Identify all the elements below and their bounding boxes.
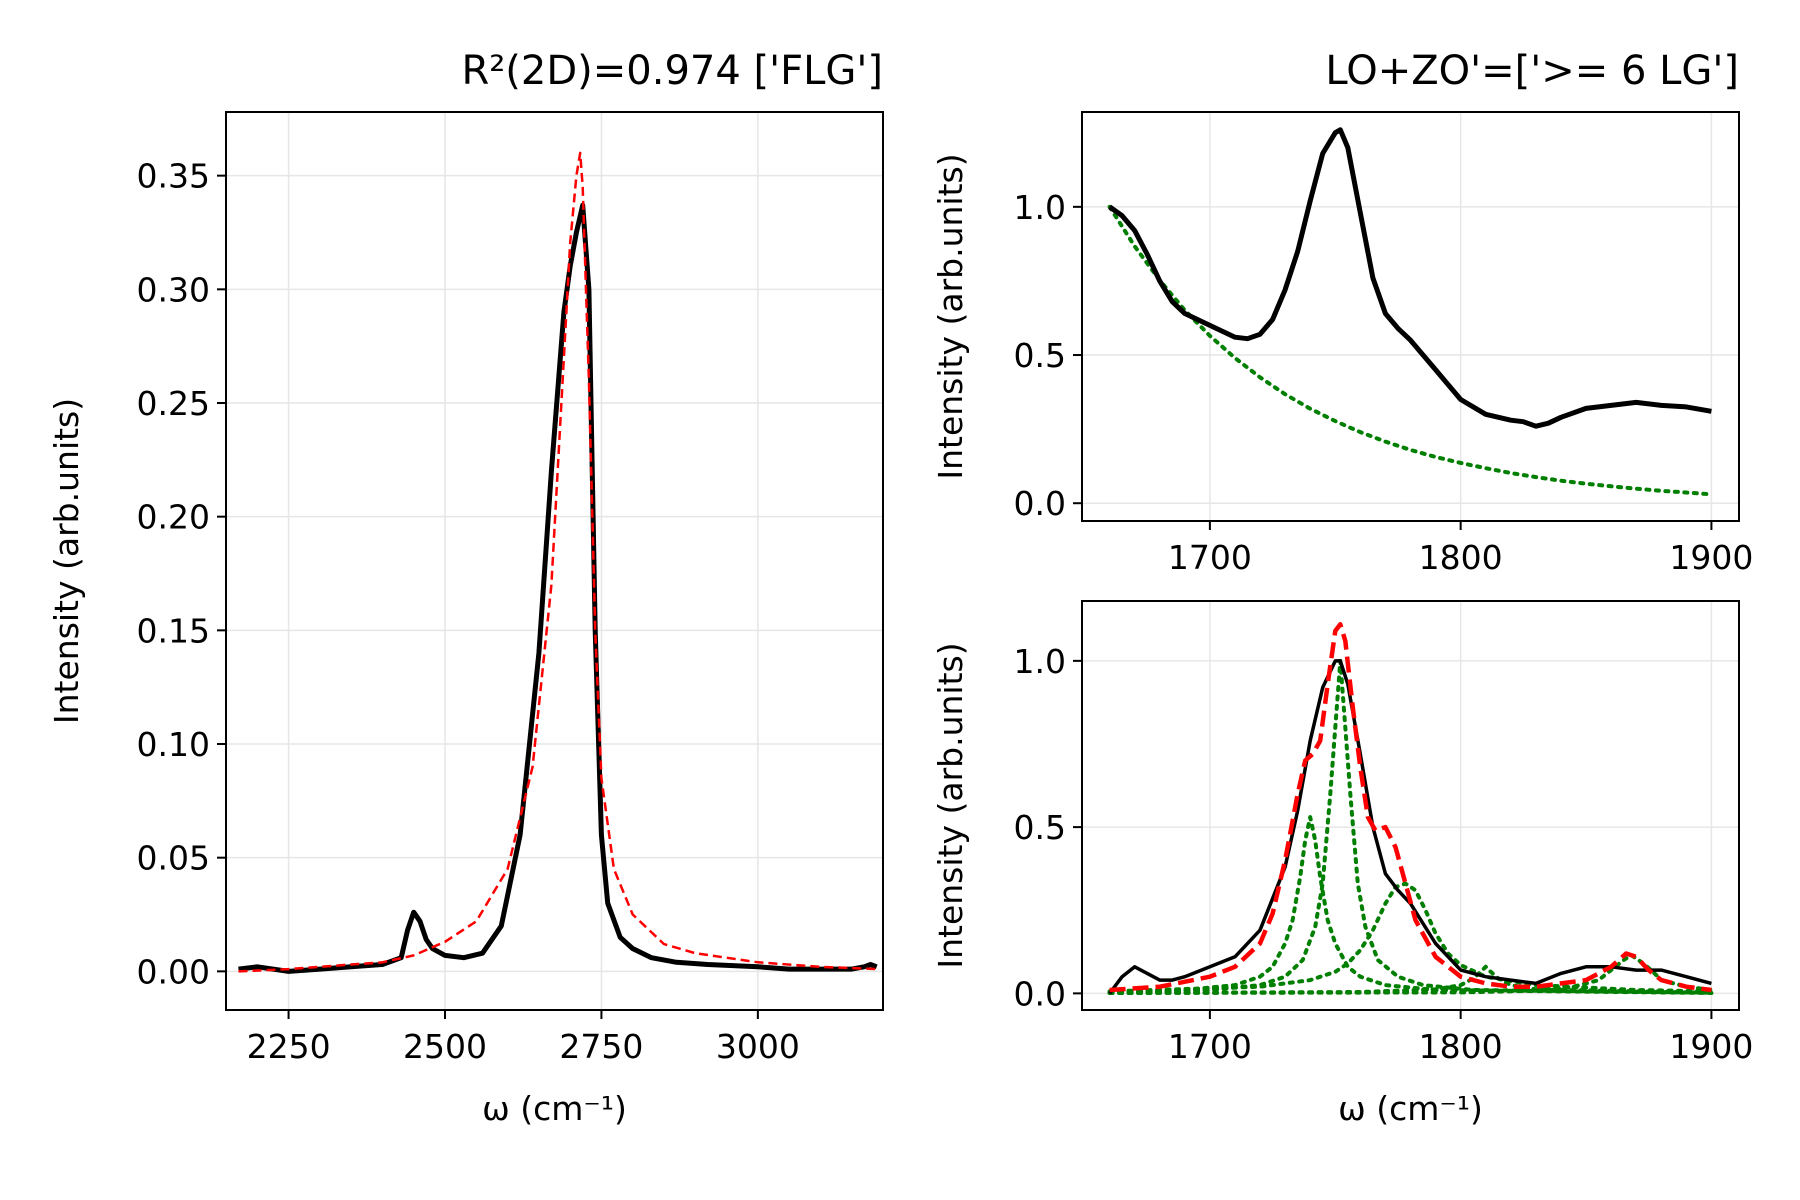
data-series-line bbox=[1108, 659, 1712, 995]
fit-series-line bbox=[1109, 622, 1712, 993]
y-tick-label: 0.30 bbox=[137, 270, 210, 309]
x-tick-label: 2250 bbox=[247, 1027, 331, 1066]
data-series-line bbox=[238, 202, 878, 974]
y-tick-label: 0.15 bbox=[137, 611, 210, 650]
x-axis-label: ω (cm⁻¹) bbox=[482, 1089, 627, 1128]
y-tick-label: 0.05 bbox=[137, 839, 210, 878]
x-tick-label: 3000 bbox=[716, 1027, 800, 1066]
panel-title: R²(2D)=0.974 ['FLG'] bbox=[461, 48, 883, 94]
component-series-line bbox=[1107, 815, 1714, 995]
y-tick-label: 0.5 bbox=[1014, 808, 1066, 847]
x-tick-label: 1700 bbox=[1168, 1027, 1252, 1066]
y-tick-label: 0.35 bbox=[137, 157, 210, 196]
chart-panel-top-right: 1700 1800 1900 0.0 0.5 1.0 Intensity (arb.unit… bbox=[931, 48, 1753, 577]
x-tick-label: 1800 bbox=[1419, 538, 1503, 577]
y-tick-label: 0.00 bbox=[137, 952, 210, 991]
plot-frame bbox=[1081, 600, 1740, 1011]
y-tick-label: 0.0 bbox=[1014, 484, 1066, 523]
series-group bbox=[1107, 127, 1714, 497]
y-tick-label: 0.10 bbox=[137, 725, 210, 764]
component-series-line bbox=[1107, 204, 1714, 497]
x-axis-label: ω (cm⁻¹) bbox=[1338, 1089, 1483, 1128]
component-series-line bbox=[1107, 881, 1714, 994]
y-axis-label: Intensity (arb.units) bbox=[47, 398, 86, 724]
y-tick-label: 1.0 bbox=[1014, 188, 1066, 227]
plot-frame bbox=[225, 111, 884, 1011]
x-tick-label: 2500 bbox=[403, 1027, 487, 1066]
fit-series-line bbox=[238, 151, 877, 973]
chart-panel-bottom-right: 1700 1800 1900 0.0 0.5 1.0 ω (cm⁻¹) Intensity (… bbox=[931, 600, 1753, 1128]
x-tick-label: 1900 bbox=[1669, 1027, 1753, 1066]
panel-title: LO+ZO'=['>= 6 LG'] bbox=[1325, 48, 1739, 94]
x-tick-label: 2750 bbox=[559, 1027, 643, 1066]
y-tick-label: 0.25 bbox=[137, 384, 210, 423]
y-tick-label: 0.20 bbox=[137, 498, 210, 537]
plot-frame bbox=[1081, 111, 1740, 522]
y-tick-label: 0.0 bbox=[1014, 974, 1066, 1013]
data-series-line bbox=[1108, 127, 1712, 429]
x-tick-label: 1800 bbox=[1419, 1027, 1503, 1066]
x-tick-label: 1900 bbox=[1669, 538, 1753, 577]
series-group bbox=[238, 151, 878, 974]
y-axis-label: Intensity (arb.units) bbox=[931, 642, 970, 968]
y-axis-label: Intensity (arb.units) bbox=[931, 153, 970, 479]
chart-panel-left: 2250 2500 2750 3000 0.00 0.05 0.10 0.15 0.20 0.25… bbox=[47, 48, 884, 1128]
x-tick-label: 1700 bbox=[1168, 538, 1252, 577]
y-tick-label: 0.5 bbox=[1014, 336, 1066, 375]
y-tick-label: 1.0 bbox=[1014, 642, 1066, 681]
series-group bbox=[1107, 622, 1714, 995]
